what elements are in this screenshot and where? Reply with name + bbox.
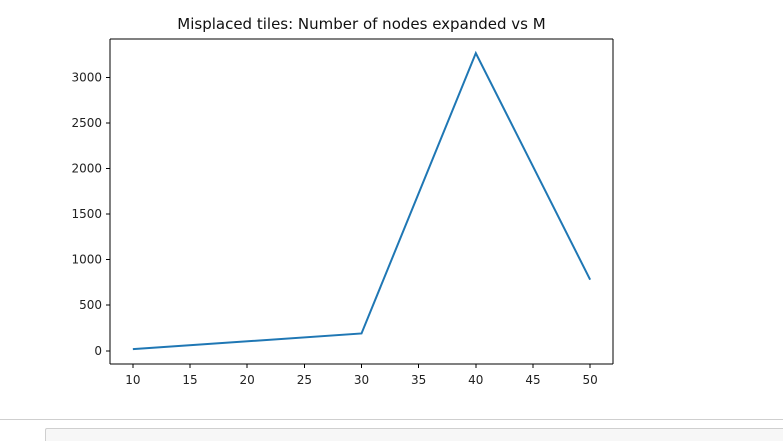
y-tick-label: 1500 [71, 207, 102, 221]
x-tick-label: 50 [582, 373, 597, 387]
x-tick-label: 45 [525, 373, 540, 387]
next-code-cell[interactable] [45, 428, 783, 441]
y-ticks: 0 500 1000 1500 2000 2500 3000 [71, 70, 110, 358]
chart-output-cell: Misplaced tiles: Number of nodes expande… [71, 15, 614, 387]
line-chart: Misplaced tiles: Number of nodes expande… [71, 15, 614, 387]
x-tick-label: 20 [240, 373, 255, 387]
y-tick-label: 3000 [71, 70, 102, 84]
x-tick-label: 10 [125, 373, 140, 387]
series-line [132, 50, 592, 351]
series-lines [132, 50, 592, 351]
x-ticks: 10 15 20 25 30 35 40 45 50 [125, 364, 598, 387]
x-tick-label: 25 [297, 373, 312, 387]
y-tick-label: 0 [94, 344, 102, 358]
x-tick-label: 35 [411, 373, 426, 387]
x-tick-label: 15 [182, 373, 197, 387]
y-tick-label: 2000 [71, 161, 102, 175]
y-tick-label: 500 [79, 298, 102, 312]
x-tick-label: 40 [468, 373, 483, 387]
y-tick-label: 1000 [71, 253, 102, 267]
x-tick-label: 30 [354, 373, 369, 387]
axis-frame [109, 38, 614, 365]
chart-title: Misplaced tiles: Number of nodes expande… [177, 15, 545, 33]
cell-divider [0, 419, 783, 420]
y-tick-label: 2500 [71, 116, 102, 130]
